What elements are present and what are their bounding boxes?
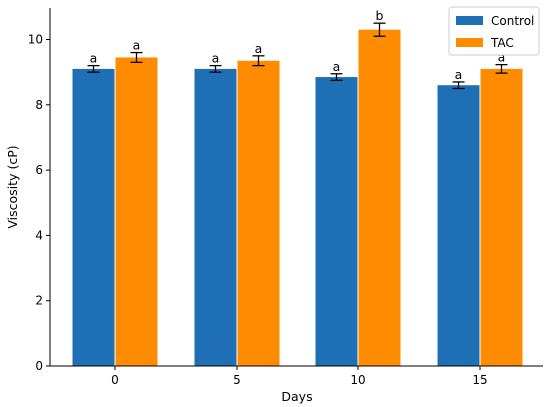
bar-tac-5	[237, 60, 280, 366]
bar-control-10	[315, 77, 358, 367]
error-bar-tac-15	[495, 63, 508, 74]
y-tick-label-0: 0	[35, 359, 43, 373]
significance-label-control-15: a	[455, 67, 463, 82]
error-bar-tac-10	[373, 22, 386, 37]
y-tick-label-10: 10	[28, 33, 43, 47]
bar-control-5	[194, 68, 237, 366]
y-tick-label-8: 8	[35, 98, 43, 112]
bar-tac-0	[115, 57, 158, 367]
error-bar-tac-5	[252, 55, 265, 67]
error-bar-control-10	[330, 73, 343, 81]
significance-label-tac-15: a	[498, 50, 506, 65]
x-tick-label-5: 5	[233, 373, 241, 387]
legend-label-tac: TAC	[490, 36, 514, 50]
significance-labels-layer: a a a a a a b a	[90, 8, 506, 82]
legend-swatch-tac	[456, 38, 483, 47]
bar-tac-10	[358, 29, 401, 367]
x-ticks: 0 5 10 15	[111, 366, 488, 387]
error-bar-tac-0	[130, 51, 143, 64]
x-tick-label-15: 15	[472, 373, 487, 387]
legend: Control TAC	[448, 6, 540, 56]
error-bar-control-5	[209, 64, 222, 73]
x-tick-label-10: 10	[350, 373, 365, 387]
y-tick-label-6: 6	[35, 163, 43, 177]
error-bar-control-15	[452, 81, 465, 90]
legend-label-control: Control	[491, 14, 534, 28]
significance-label-tac-0: a	[133, 38, 141, 53]
y-axis-label: Viscosity (cP)	[5, 145, 20, 228]
y-tick-label-2: 2	[35, 294, 43, 308]
x-axis-label: Days	[281, 389, 312, 404]
y-tick-label-4: 4	[35, 228, 43, 242]
bar-control-0	[72, 68, 115, 366]
y-ticks: 0 2 4 6 8 10	[28, 33, 50, 373]
error-bar-control-0	[87, 64, 100, 73]
significance-label-tac-10: b	[376, 8, 384, 23]
significance-label-control-0: a	[90, 51, 98, 66]
significance-label-tac-5: a	[255, 41, 263, 56]
significance-label-control-10: a	[333, 59, 341, 74]
bars-layer	[72, 29, 523, 367]
legend-swatch-control	[456, 16, 483, 25]
x-tick-label-0: 0	[111, 373, 119, 387]
bar-tac-15	[480, 68, 523, 366]
error-bars-layer	[87, 22, 508, 90]
significance-label-control-5: a	[212, 51, 220, 66]
bar-control-15	[437, 85, 480, 367]
